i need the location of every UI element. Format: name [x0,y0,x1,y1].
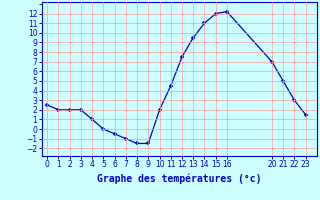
X-axis label: Graphe des températures (°c): Graphe des températures (°c) [97,173,261,184]
